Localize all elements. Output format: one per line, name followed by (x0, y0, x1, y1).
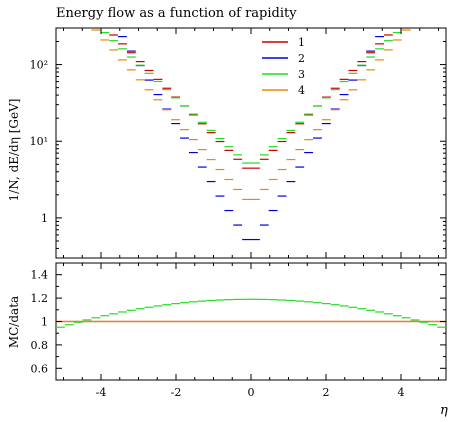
main-y-label: 1/N, dE/dη [GeV] (7, 99, 21, 202)
legend: 1 2 3 4 (262, 36, 305, 97)
ratio-y-tick-label: 1.2 (31, 292, 49, 305)
ratio-y-tick-label: 0.8 (31, 339, 49, 352)
y-tick-label: 10¹ (30, 135, 48, 148)
ratio-marks (56, 298, 446, 328)
ratio-y-tick-label: 1 (41, 316, 48, 329)
ratio-y-tick-label: 1.4 (31, 269, 49, 282)
x-tick-label: -2 (171, 386, 182, 399)
x-axis-label: η (440, 403, 448, 418)
main-x-ticks (63, 28, 439, 258)
y-tick-label: 10² (30, 59, 48, 72)
ratio-y-tick-label: 0.6 (31, 362, 49, 375)
chart-title: Energy flow as a function of rapidity (56, 6, 297, 21)
main-plot-frame (55, 27, 447, 259)
x-tick-label: -4 (96, 386, 107, 399)
x-tick-label: 2 (323, 386, 330, 399)
main-y-ticks: 1 10¹ 10² (30, 27, 446, 259)
ratio-panel: 0.6 0.8 1 1.2 1.4 -4 -2 0 2 4 MC/data η (7, 262, 448, 418)
main-panel: 1 10¹ 10² 1/N, dE/dη [GeV] 1 2 3 4 (7, 27, 447, 259)
legend-label-3: 3 (298, 68, 305, 81)
legend-label-2: 2 (298, 52, 305, 65)
main-marks (91, 29, 411, 241)
x-tick-label: 0 (248, 386, 255, 399)
x-tick-label: 4 (398, 386, 405, 399)
ratio-y-label: MC/data (7, 296, 21, 348)
y-tick-label: 1 (41, 212, 48, 225)
legend-label-4: 4 (298, 84, 305, 97)
ratio-x-ticks: -4 -2 0 2 4 (63, 263, 439, 399)
legend-label-1: 1 (298, 36, 305, 49)
ratio-y-ticks: 0.6 0.8 1 1.2 1.4 (31, 262, 446, 381)
